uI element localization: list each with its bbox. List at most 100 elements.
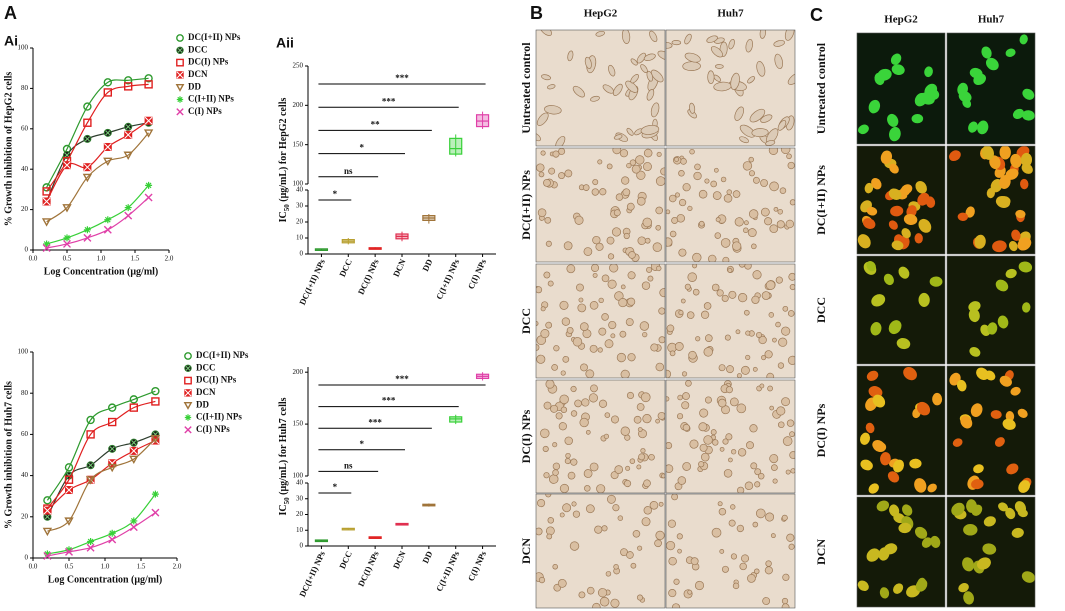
- cell: [785, 219, 795, 229]
- cell: [730, 72, 740, 90]
- cell: [685, 380, 692, 387]
- nucleus: [969, 67, 983, 79]
- marker-shape: [175, 83, 185, 92]
- cell: [570, 385, 577, 393]
- cell: [712, 439, 719, 446]
- legend-label: DD: [188, 81, 201, 91]
- image-border: [535, 147, 666, 263]
- significance-label: ns: [344, 166, 353, 176]
- marker-shape: [64, 463, 74, 472]
- cell: [687, 589, 693, 595]
- marker-shape: [64, 475, 74, 484]
- nucleus: [903, 214, 918, 225]
- cell: [545, 240, 552, 247]
- data-point: [129, 395, 139, 404]
- y-tick-label: 200: [293, 368, 304, 376]
- cell: [695, 336, 701, 342]
- cell: [605, 571, 612, 577]
- axis-line: [307, 66, 496, 255]
- nucleus: [957, 379, 967, 392]
- cell: [748, 170, 755, 177]
- cell: [678, 310, 684, 316]
- cell: [560, 370, 566, 376]
- nucleus: [963, 591, 974, 605]
- cell: [787, 310, 795, 317]
- cell: [676, 413, 684, 420]
- nucleus: [984, 370, 996, 381]
- cell: [689, 439, 699, 449]
- cell: [545, 380, 555, 389]
- nucleus: [977, 120, 989, 135]
- data-point: [86, 543, 95, 552]
- marker-shape: [83, 102, 92, 111]
- y-tick-label: 10: [296, 234, 304, 242]
- cell: [622, 188, 631, 197]
- cell: [745, 330, 751, 336]
- cell: [646, 70, 654, 82]
- cell: [743, 227, 749, 234]
- panel-letter: C: [810, 5, 823, 25]
- cell: [771, 464, 778, 471]
- nucleus: [957, 82, 968, 96]
- y-axis-label: IC50 (μg/mL) for Huh7 cells: [278, 397, 290, 515]
- x-tick-label: DCC: [337, 257, 354, 278]
- cell: [721, 565, 729, 573]
- cell: [749, 108, 766, 123]
- nucleus: [889, 163, 899, 174]
- series-curve: [46, 120, 149, 202]
- nucleus: [890, 53, 902, 65]
- nucleus: [911, 114, 924, 124]
- marker-shape: [65, 546, 73, 554]
- cell: [621, 176, 630, 185]
- nucleus: [878, 547, 890, 561]
- marker-shape: [108, 535, 117, 544]
- cell: [777, 208, 784, 215]
- cell: [745, 354, 751, 361]
- cell: [586, 586, 595, 595]
- cell: [773, 206, 779, 212]
- cell: [584, 485, 591, 492]
- cell: [636, 464, 642, 470]
- cell: [658, 307, 665, 315]
- data-point: [43, 240, 51, 248]
- panel-letter: B: [530, 3, 543, 23]
- cell: [784, 30, 795, 41]
- y-tick-label: 200: [293, 101, 304, 109]
- y-tick-label: 60: [21, 430, 29, 438]
- x-tick-label: DD: [420, 257, 434, 272]
- data-point: [83, 102, 92, 111]
- cell: [618, 298, 628, 308]
- marker-shape: [145, 181, 153, 189]
- row-header: DC(I+II) NPs: [519, 170, 533, 240]
- cell: [596, 484, 606, 493]
- cell: [615, 193, 624, 201]
- cell: [578, 591, 586, 599]
- cell: [707, 70, 715, 85]
- cell: [721, 405, 730, 415]
- cell: [536, 112, 549, 126]
- cell: [700, 452, 710, 462]
- series-curve: [46, 83, 149, 192]
- image-border: [946, 32, 1036, 145]
- cell: [687, 205, 693, 212]
- data-point: [63, 234, 71, 242]
- row-header: DCC: [814, 297, 828, 323]
- significance-label: ***: [368, 417, 382, 427]
- x-tick-label: C(I+II) NPs: [434, 549, 462, 593]
- cell: [608, 320, 617, 330]
- data-point: [86, 461, 95, 470]
- cell: [636, 170, 646, 180]
- nucleus: [1019, 34, 1028, 45]
- cell: [630, 58, 638, 66]
- nucleus: [865, 422, 875, 434]
- marker-shape: [86, 543, 95, 552]
- marker-shape: [43, 551, 52, 560]
- image-border: [946, 496, 1036, 608]
- nucleus: [864, 182, 874, 194]
- data-point: [63, 161, 71, 170]
- image-bg: [666, 494, 795, 608]
- x-tick-label: 0.5: [65, 563, 74, 571]
- cell: [737, 448, 747, 457]
- cell: [637, 236, 647, 245]
- marker-shape: [143, 129, 154, 138]
